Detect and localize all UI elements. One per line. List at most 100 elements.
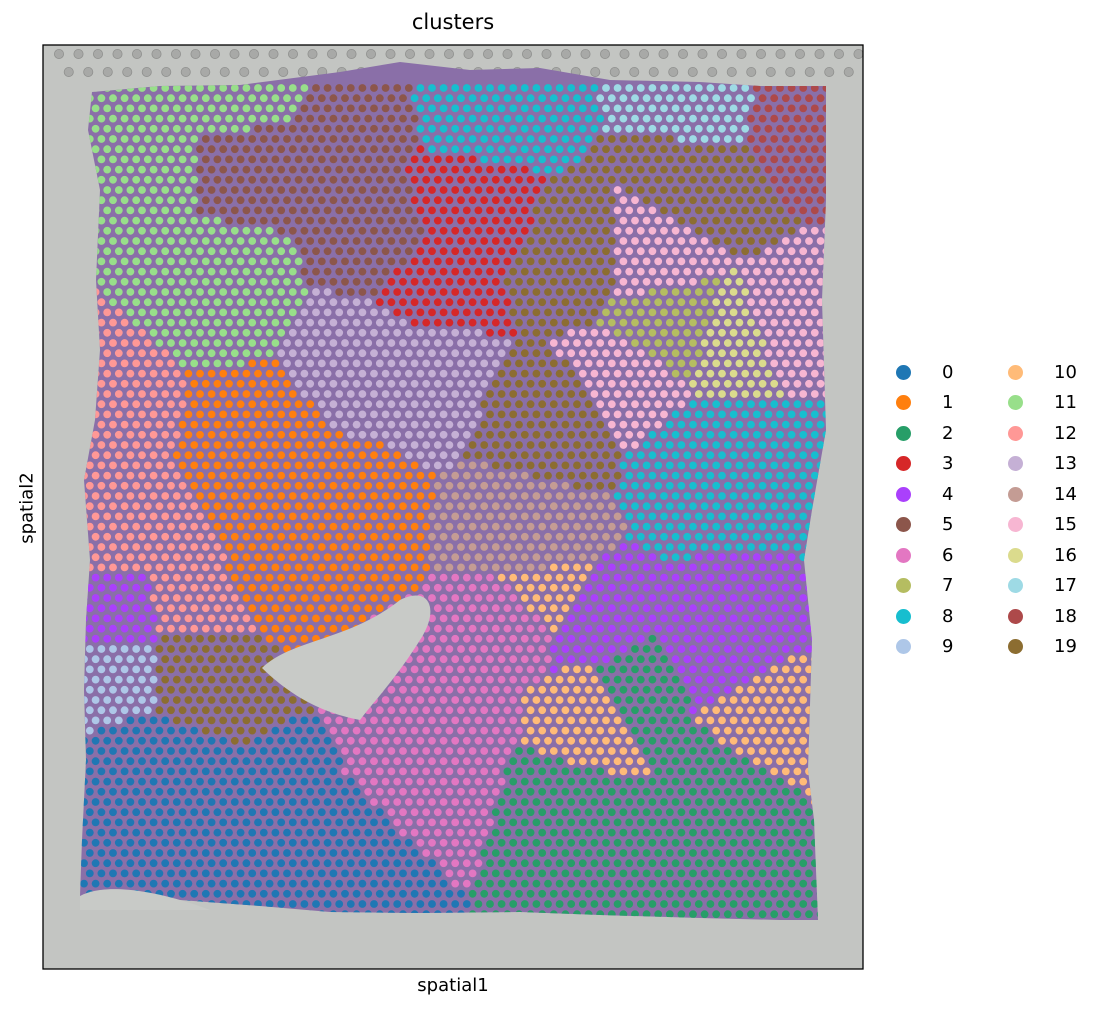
spot-cluster-15 [764, 247, 773, 256]
spot-cluster-5 [335, 145, 344, 154]
spot-cluster-11 [167, 339, 175, 347]
spot-cluster-8 [613, 492, 622, 500]
spot-cluster-1 [184, 390, 193, 398]
spot-cluster-7 [642, 318, 651, 327]
spot-cluster-8 [486, 104, 494, 113]
spot-cluster-8 [689, 400, 697, 409]
spot-cluster-16 [735, 339, 744, 347]
spot-cluster-8 [491, 94, 500, 103]
spot-cluster-2 [665, 787, 674, 796]
spot-cluster-4 [689, 583, 697, 592]
slide-spot [736, 49, 747, 60]
spot-cluster-7 [694, 308, 703, 317]
spot-cluster-14 [445, 522, 454, 531]
spot-cluster-4 [677, 624, 686, 633]
spot-cluster-4 [776, 655, 784, 664]
spot-cluster-5 [364, 237, 373, 245]
spot-cluster-13 [428, 369, 436, 378]
spot-cluster-19 [677, 175, 686, 184]
spot-cluster-11 [254, 349, 262, 358]
spot-cluster-11 [178, 318, 187, 327]
spot-cluster-19 [532, 471, 541, 480]
spot-cluster-13 [283, 339, 291, 347]
spot-cluster-1 [341, 502, 349, 511]
spot-cluster-15 [619, 420, 628, 429]
spot-cluster-15 [654, 216, 663, 225]
spot-cluster-19 [770, 216, 779, 225]
spot-cluster-3 [480, 257, 489, 266]
spot-cluster-1 [358, 532, 367, 541]
spot-cluster-0 [288, 757, 297, 766]
spot-cluster-7 [648, 308, 657, 317]
spot-cluster-1 [381, 512, 390, 521]
spot-cluster-1 [364, 441, 373, 449]
spot-cluster-19 [242, 696, 251, 704]
spot-cluster-0 [306, 828, 315, 837]
spot-cluster-12 [91, 451, 100, 460]
spot-cluster-19 [526, 420, 535, 429]
spot-cluster-1 [271, 420, 280, 429]
spot-cluster-1 [387, 563, 396, 572]
spot-cluster-4 [706, 655, 715, 664]
spot-cluster-19 [520, 349, 529, 358]
spot-cluster-8 [555, 165, 564, 174]
spot-cluster-12 [161, 594, 170, 602]
spot-cluster-11 [242, 247, 251, 256]
spot-cluster-10 [741, 716, 750, 725]
spot-cluster-15 [776, 267, 784, 276]
spot-cluster-5 [364, 196, 373, 205]
spot-cluster-8 [712, 522, 721, 531]
spot-cluster-1 [335, 492, 344, 500]
spot-cluster-2 [665, 685, 674, 694]
spot-cluster-6 [491, 767, 500, 776]
spot-cluster-8 [747, 461, 755, 470]
spot-cluster-5 [346, 84, 355, 92]
spot-cluster-7 [636, 308, 645, 317]
spot-cluster-6 [462, 675, 471, 684]
spot-cluster-15 [648, 247, 657, 256]
spot-cluster-5 [358, 206, 367, 215]
spot-cluster-5 [317, 196, 326, 205]
spot-cluster-19 [776, 206, 784, 215]
spot-cluster-19 [567, 410, 576, 419]
spot-cluster-1 [230, 430, 239, 439]
spot-cluster-8 [816, 400, 825, 409]
spot-cluster-18 [770, 135, 779, 143]
spot-cluster-12 [109, 441, 117, 449]
spot-cluster-4 [787, 594, 796, 602]
spot-cluster-2 [555, 777, 564, 786]
spot-cluster-0 [341, 828, 349, 837]
spot-cluster-0 [230, 757, 239, 766]
spot-cluster-6 [387, 685, 396, 694]
spot-cluster-19 [549, 379, 558, 388]
spot-cluster-4 [706, 594, 715, 602]
spot-cluster-6 [480, 787, 489, 796]
spot-cluster-1 [242, 471, 251, 480]
spot-cluster-11 [132, 175, 141, 184]
spot-cluster-19 [201, 645, 210, 653]
spot-cluster-10 [532, 594, 541, 602]
spot-cluster-1 [306, 461, 315, 470]
spot-cluster-19 [584, 441, 593, 449]
spot-cluster-6 [375, 747, 384, 755]
spot-cluster-11 [259, 114, 268, 123]
spot-cluster-6 [381, 696, 390, 704]
spot-cluster-8 [793, 400, 802, 409]
spot-cluster-15 [619, 441, 628, 449]
spot-cluster-1 [323, 471, 332, 480]
spot-cluster-10 [706, 716, 715, 725]
spot-cluster-4 [689, 624, 697, 633]
spot-cluster-13 [294, 359, 303, 368]
spot-cluster-9 [114, 655, 123, 664]
spot-cluster-12 [120, 400, 129, 409]
spot-cluster-17 [607, 94, 616, 103]
spot-cluster-2 [613, 777, 622, 786]
spot-cluster-5 [358, 84, 367, 92]
spot-cluster-6 [491, 747, 500, 755]
spot-cluster-10 [555, 573, 564, 582]
spot-cluster-11 [196, 226, 204, 235]
spot-cluster-6 [457, 604, 465, 613]
spot-cluster-13 [422, 420, 431, 429]
spot-cluster-11 [138, 165, 146, 174]
spot-cluster-5 [329, 155, 338, 164]
